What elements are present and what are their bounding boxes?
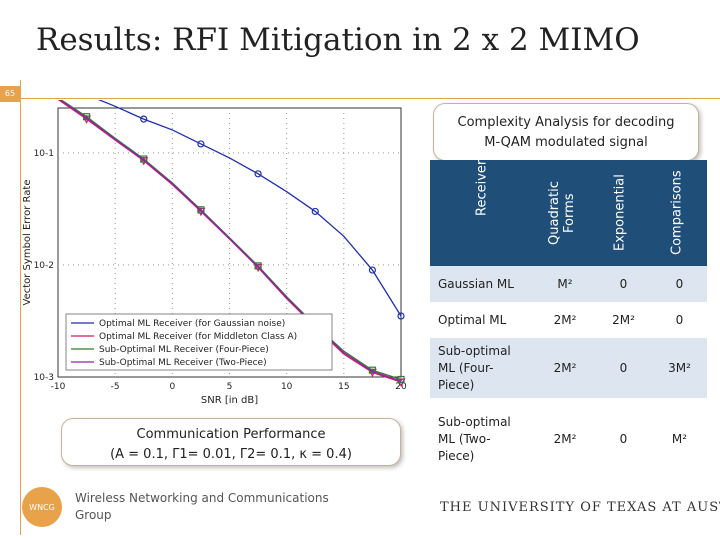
cell-quadratic: M² xyxy=(557,277,573,291)
series-point: * xyxy=(198,207,203,218)
table-header-bg xyxy=(430,160,707,266)
series-point: * xyxy=(84,114,89,125)
wncg-logo: WNCG xyxy=(22,487,62,527)
cell-comparisons: 0 xyxy=(675,313,684,327)
header-comparisons: Comparisons xyxy=(669,170,685,256)
x-tick-label: 20 xyxy=(395,382,407,392)
series-point xyxy=(254,170,262,178)
series-point xyxy=(254,262,262,270)
complexity-box-line2: M-QAM modulated signal xyxy=(484,135,648,150)
series-line xyxy=(58,100,402,382)
x-tick-label: -10 xyxy=(51,382,66,392)
legend-box xyxy=(65,313,333,371)
header-receiver: Receiver xyxy=(474,160,490,217)
x-tick-label: -5 xyxy=(111,382,120,392)
cell-quadratic: 2M² xyxy=(553,313,577,327)
cell-receiver: Sub-optimal ML (Four-Piece) xyxy=(438,343,511,392)
x-tick-label: 15 xyxy=(338,382,349,392)
cell-receiver: Gaussian ML xyxy=(438,277,514,291)
ser-chart: -10 -5 0 5 10 15 20 10-3 10-2 10-1 SNR [in dB] Vect… xyxy=(22,100,407,406)
comm-box-line1: Communication Performance xyxy=(136,427,326,442)
header-exponential: Exponential xyxy=(612,174,628,252)
cell-receiver: Optimal ML xyxy=(438,313,507,327)
series-line xyxy=(97,100,402,317)
cell-quadratic: 2M² xyxy=(553,361,577,375)
cell-quadratic: 2M² xyxy=(553,432,577,446)
series-point: * xyxy=(141,156,146,167)
series-point xyxy=(197,140,205,148)
slide-title: Results: RFI Mitigation in 2 x 2 MIMO xyxy=(36,22,640,58)
legend-label: Optimal ML Receiver (for Middleton Class… xyxy=(99,332,297,342)
legend-label: Sub-Optimal ML Receiver (Two-Piece) xyxy=(99,358,267,368)
x-tick-label: 0 xyxy=(169,382,175,392)
y-tick-label: 10-2 xyxy=(34,261,54,271)
y-tick-label: 10-1 xyxy=(34,149,54,159)
series-point xyxy=(140,155,148,163)
cell-exponential: 0 xyxy=(619,432,628,446)
table-row: Optimal ML 2M² 2M² 0 xyxy=(430,302,707,338)
footer-group-name: Wireless Networking and Communications G… xyxy=(75,491,329,522)
header-quadratic-forms: Quadratic Forms xyxy=(547,181,577,245)
table-row: Gaussian ML M² 0 0 xyxy=(430,266,707,302)
series-point xyxy=(368,266,377,274)
slide-number: 65 xyxy=(0,86,20,102)
table-row: Sub-optimal ML (Four-Piece) 2M² 0 3M² xyxy=(430,338,707,398)
x-axis-label: SNR [in dB] xyxy=(201,395,258,406)
series-point xyxy=(82,113,91,121)
cell-exponential: 0 xyxy=(619,277,628,291)
series-point xyxy=(140,115,148,123)
cell-comparisons: M² xyxy=(671,432,688,446)
cell-comparisons: 3M² xyxy=(668,361,691,375)
legend-label: Optimal ML Receiver (for Gaussian noise) xyxy=(99,319,285,329)
series-point xyxy=(197,206,205,214)
table-row: Sub-optimal ML (Two-Piece) 2M² 0 M² xyxy=(430,398,707,480)
series-point xyxy=(311,207,319,216)
accent-horizontal-rule xyxy=(20,98,720,99)
complexity-box: Complexity Analysis for decoding M-QAM m… xyxy=(433,103,699,161)
legend-label: Sub-Optimal ML Receiver (Four-Piece) xyxy=(99,345,269,355)
x-tick-label: 5 xyxy=(227,382,233,392)
cell-receiver: Sub-optimal ML (Two-Piece) xyxy=(438,414,511,463)
x-tick-label: 10 xyxy=(281,382,293,392)
y-tick-label: 10-3 xyxy=(34,373,54,383)
accent-vertical-rule xyxy=(20,80,21,535)
complexity-box-line1: Complexity Analysis for decoding xyxy=(457,115,675,130)
communication-performance-box: Communication Performance (A = 0.1, Γ1= … xyxy=(61,418,401,466)
y-axis-label: Vector Symbol Error Rate xyxy=(22,180,33,306)
footer-university: THE UNIVERSITY OF TEXAS AT AUSTIN xyxy=(440,500,720,515)
cell-comparisons: 0 xyxy=(675,277,684,291)
cell-exponential: 2M² xyxy=(612,313,635,327)
comm-box-line2: (A = 0.1, Γ1= 0.01, Γ2= 0.1, κ = 0.4) xyxy=(110,447,352,462)
series-point: * xyxy=(399,377,404,388)
series-point: * xyxy=(256,263,261,274)
cell-exponential: 0 xyxy=(619,361,628,375)
series-point: * xyxy=(370,367,375,378)
series-point xyxy=(397,312,405,320)
